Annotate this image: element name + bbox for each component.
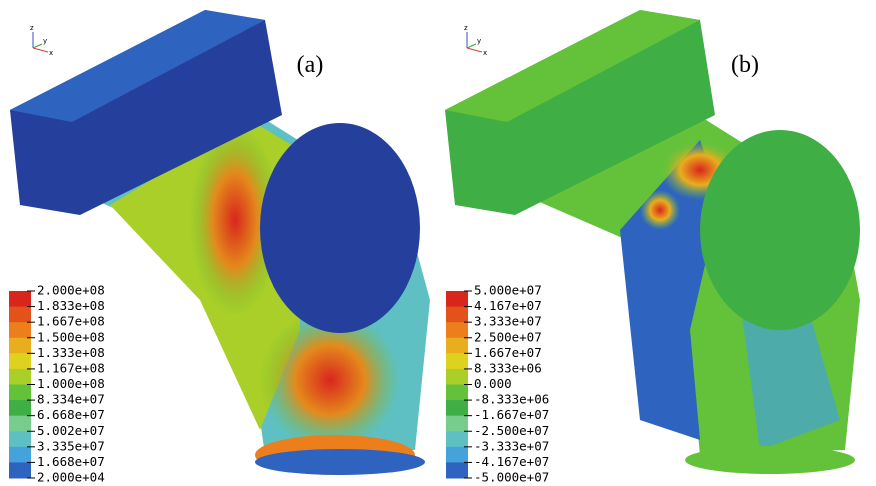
legend-label: 5.000e+07	[474, 283, 542, 298]
legend-label: 1.000e+08	[37, 376, 105, 391]
axis-triad-label: y	[477, 37, 481, 45]
legend-label: 1.667e+08	[37, 314, 105, 329]
legend-swatch	[9, 446, 31, 463]
legend-label: 1.833e+08	[37, 298, 105, 313]
axis-triad-label: x	[483, 49, 487, 57]
legend-swatch	[9, 306, 31, 323]
legend-label: -2.500e+07	[474, 423, 549, 438]
legend-label: 3.335e+07	[37, 438, 105, 453]
legend-label: 1.167e+08	[37, 360, 105, 375]
legend-swatch	[446, 306, 468, 323]
legend-label: 0.000	[474, 376, 512, 391]
legend-label: 5.002e+07	[37, 423, 105, 438]
legend-swatch	[446, 384, 468, 401]
legend-label: -8.333e+06	[474, 392, 549, 407]
legend-label: 1.500e+08	[37, 329, 105, 344]
panel-label: (a)	[297, 52, 324, 78]
legend-swatch	[9, 384, 31, 401]
legend-swatch	[9, 400, 31, 417]
legend-label: 2.000e+08	[37, 283, 105, 298]
legend-swatch	[9, 322, 31, 339]
legend-swatch	[9, 353, 31, 370]
triads	[32, 32, 483, 53]
legend-label: 2.000e+04	[37, 470, 105, 485]
legend-label: 8.333e+06	[474, 360, 542, 375]
legend-swatch	[9, 291, 31, 308]
model-a	[10, 10, 430, 475]
axis-triad-label: y	[43, 37, 47, 45]
panel-label: (b)	[731, 52, 759, 78]
legend-swatch	[9, 337, 31, 354]
legend-swatch	[446, 337, 468, 354]
legend-label: 1.667e+07	[474, 345, 542, 360]
legend-swatch	[446, 431, 468, 448]
legend-label: 1.333e+08	[37, 345, 105, 360]
legend-label: 2.500e+07	[474, 329, 542, 344]
legend-label: 4.167e+07	[474, 298, 542, 313]
axis-triad-label: z	[464, 24, 468, 32]
legend-label: -4.167e+07	[474, 454, 549, 469]
axis-triad-label: x	[49, 49, 53, 57]
legend-swatch	[446, 368, 468, 385]
legend-label: 3.333e+07	[474, 314, 542, 329]
legend-label: -1.667e+07	[474, 407, 549, 422]
legend-swatch	[9, 415, 31, 432]
legend-label: 6.668e+07	[37, 407, 105, 422]
legend-label: -3.333e+07	[474, 438, 549, 453]
model-b	[445, 10, 860, 474]
legend-swatch	[446, 462, 468, 479]
legend-swatch	[446, 446, 468, 463]
legend-swatch	[446, 353, 468, 370]
axis-triad-label: z	[30, 24, 34, 32]
legend-label: 1.668e+07	[37, 454, 105, 469]
legend-swatch	[9, 462, 31, 479]
legend-swatch	[446, 415, 468, 432]
legend-swatch	[446, 322, 468, 339]
legend-swatch	[446, 400, 468, 417]
legend-label: -5.000e+07	[474, 470, 549, 485]
legend-swatch	[9, 368, 31, 385]
legend-swatch	[9, 431, 31, 448]
legend-swatch	[446, 291, 468, 308]
legend-label: 8.334e+07	[37, 392, 105, 407]
